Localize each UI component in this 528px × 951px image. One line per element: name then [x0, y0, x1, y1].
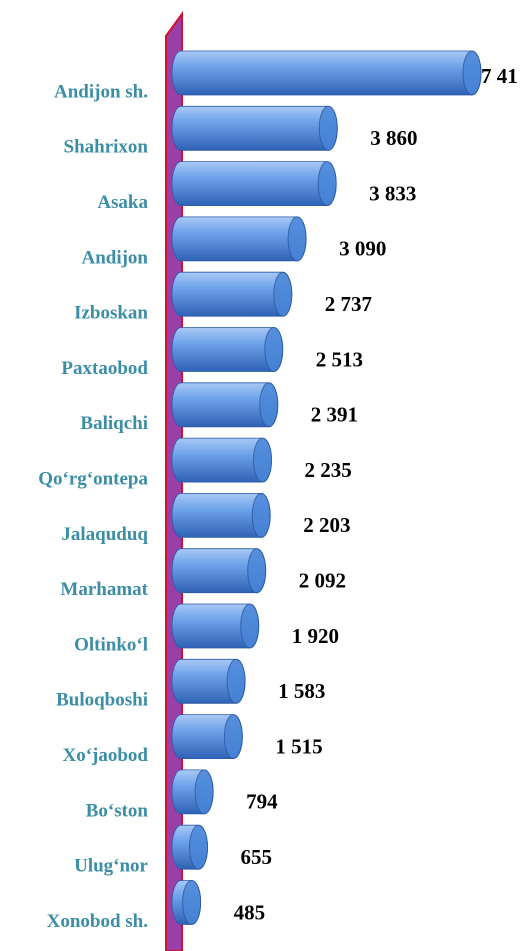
category-label: Xo‘jaobod [62, 745, 148, 766]
value-label: 3 090 [339, 237, 386, 261]
value-label: 2 513 [316, 347, 363, 371]
value-label: 794 [246, 790, 278, 814]
bar [171, 603, 260, 649]
category-label: Xonobod sh. [47, 911, 148, 932]
category-label: Qo‘rg‘ontepa [38, 468, 148, 489]
value-label: 2 203 [303, 513, 350, 537]
category-label: Jalaquduq [61, 524, 148, 545]
value-label: 655 [241, 845, 273, 869]
bar [171, 161, 337, 207]
bar [171, 492, 271, 538]
bar [171, 271, 293, 317]
bar [171, 658, 246, 704]
bar [171, 216, 307, 262]
value-label: 3 833 [369, 181, 416, 205]
category-label: Marhamat [60, 579, 148, 600]
bar [171, 50, 482, 96]
value-label: 7 41 [481, 64, 518, 88]
value-label: 1 920 [292, 624, 339, 648]
value-label: 1 515 [275, 734, 322, 758]
bar [171, 105, 338, 151]
bar [171, 824, 209, 870]
bar [171, 880, 202, 925]
category-label: Shahrixon [64, 137, 149, 158]
value-label: 2 391 [311, 403, 358, 427]
value-label: 485 [234, 900, 266, 924]
bar [171, 714, 243, 760]
value-label: 2 235 [304, 458, 351, 482]
value-label: 1 583 [278, 679, 325, 703]
value-label: 2 092 [299, 569, 346, 593]
bar [171, 548, 267, 594]
bar [171, 769, 214, 815]
category-label: Buloqboshi [56, 690, 148, 711]
bar [171, 327, 284, 372]
category-label: Oltinko‘l [74, 634, 148, 655]
value-label: 3 860 [370, 126, 417, 150]
category-label: Bo‘ston [86, 800, 149, 821]
category-label: Ulug‘nor [74, 856, 148, 877]
category-label: Baliqchi [80, 413, 148, 434]
category-label: Asaka [97, 192, 148, 213]
value-label: 2 737 [325, 292, 372, 316]
bar [171, 437, 272, 483]
category-label: Andijon [81, 247, 148, 268]
category-label: Izboskan [74, 303, 148, 324]
category-label: Paxtaobod [61, 358, 148, 379]
bar [171, 382, 279, 428]
category-label: Andijon sh. [54, 81, 148, 102]
